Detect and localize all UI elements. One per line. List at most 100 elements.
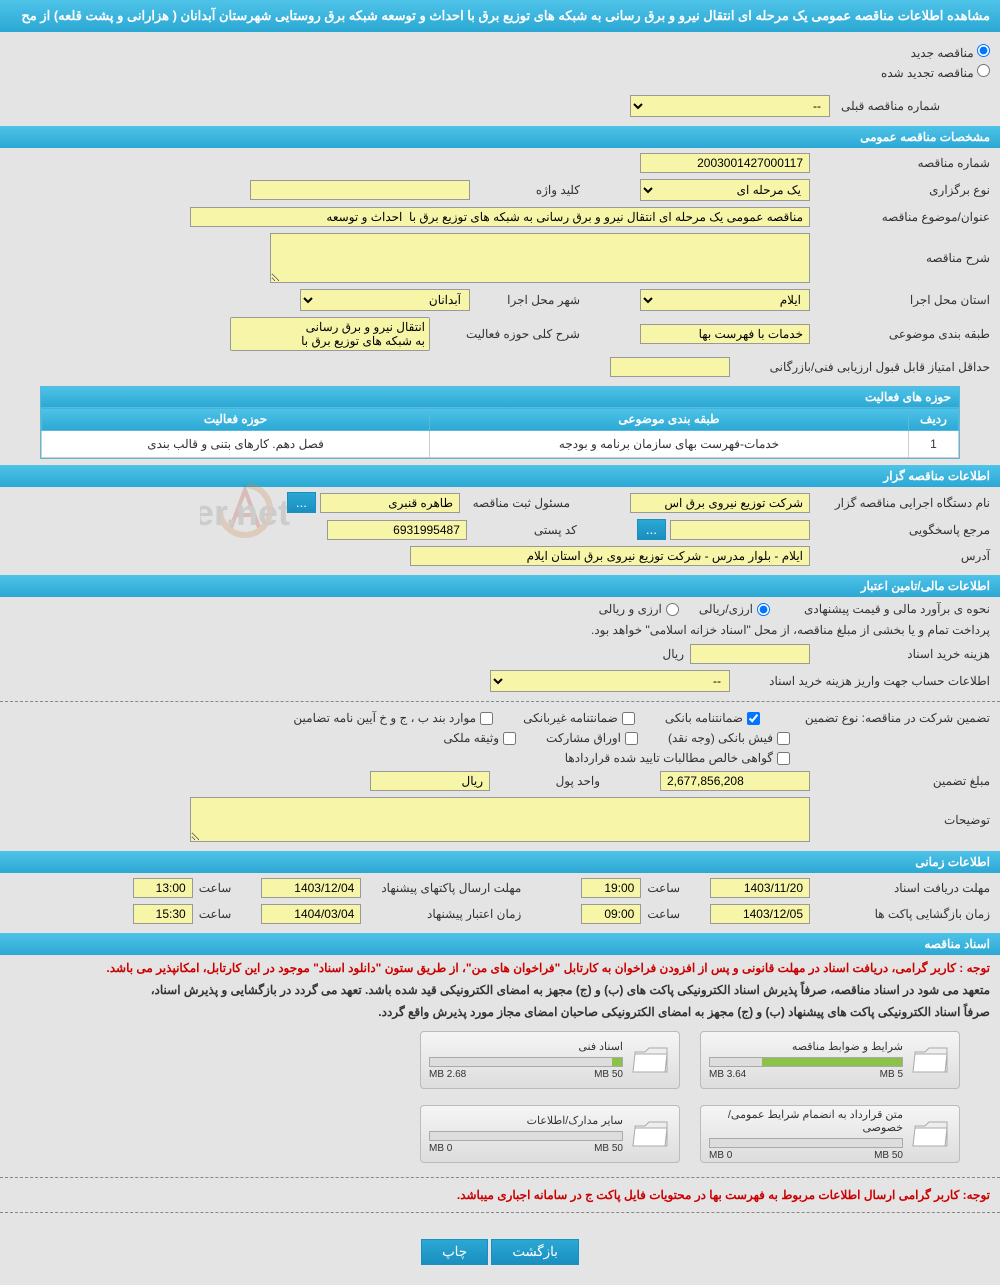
- docs-note-1: توجه : کاربر گرامی، دریافت اسناد در مهلت…: [0, 957, 1000, 979]
- min-score-input[interactable]: [610, 357, 730, 377]
- doc-cost-label: هزینه خرید اسناد: [810, 647, 990, 661]
- print-button[interactable]: چاپ: [421, 1239, 488, 1265]
- postal-input[interactable]: [327, 520, 467, 540]
- activity-col-row: ردیف: [909, 408, 959, 431]
- chk-bylaw[interactable]: موارد بند ب ، ج و خ آیین نامه تضامین: [293, 711, 493, 725]
- attach-other[interactable]: سایر مدارک/اطلاعات 50 MB0 MB: [420, 1105, 680, 1163]
- min-score-label: حداقل امتیاز قابل قبول ارزیابی فنی/بازرگ…: [730, 360, 990, 374]
- responder-input[interactable]: [670, 520, 810, 540]
- divider: [0, 1212, 1000, 1213]
- opening-hour[interactable]: [581, 904, 641, 924]
- guarantee-amount-input[interactable]: [660, 771, 810, 791]
- attach-other-title: سایر مدارک/اطلاعات: [429, 1114, 623, 1127]
- org-name-input[interactable]: [630, 493, 810, 513]
- chk-bonds[interactable]: اوراق مشارکت: [546, 731, 638, 745]
- proposal-date[interactable]: [261, 878, 361, 898]
- chk-nonbank-guarantee[interactable]: ضمانتنامه غیربانکی: [523, 711, 635, 725]
- proposal-hour[interactable]: [133, 878, 193, 898]
- attach-technical[interactable]: اسناد فنی 50 MB2.68 MB: [420, 1031, 680, 1089]
- chk-fish[interactable]: فیش بانکی (وجه نقد): [668, 731, 790, 745]
- category-input[interactable]: [640, 324, 810, 344]
- keyword-label: کلید واژه: [470, 183, 580, 197]
- scope-label: شرح کلی حوزه فعالیت: [430, 327, 580, 341]
- doc-cost-input[interactable]: [690, 644, 810, 664]
- radio-new-tender[interactable]: مناقصه جدید: [10, 44, 990, 60]
- radio-renewed-tender-input[interactable]: [977, 64, 990, 77]
- radio-renewed-tender[interactable]: مناقصه تجدید شده: [10, 64, 990, 80]
- tender-number-label: شماره مناقصه: [810, 156, 990, 170]
- progress-bar: [429, 1057, 623, 1067]
- rial-unit: ریال: [662, 647, 690, 661]
- estimate-label: نحوه ی برآورد مالی و قیمت پیشنهادی: [770, 602, 990, 616]
- deadline-hour[interactable]: [581, 878, 641, 898]
- radio-renewed-tender-label: مناقصه تجدید شده: [881, 66, 974, 80]
- scope-select[interactable]: انتقال نیرو و برق رسانی به شبکه های توزی…: [230, 317, 430, 351]
- reg-manager-label: مسئول ثبت مناقصه: [460, 496, 570, 510]
- currency-input[interactable]: [370, 771, 490, 791]
- attach-conditions[interactable]: شرایط و ضوابط مناقصه 5 MB3.64 MB: [700, 1031, 960, 1089]
- progress-bar: [709, 1057, 903, 1067]
- validity-date[interactable]: [261, 904, 361, 924]
- activity-table-box: حوزه های فعالیت ردیف طبقه بندی موضوعی حو…: [40, 386, 960, 459]
- org-name-label: نام دستگاه اجرایی مناقصه گزار: [810, 496, 990, 510]
- progress-bar: [709, 1138, 903, 1148]
- type-select[interactable]: یک مرحله ای: [640, 179, 810, 201]
- hour-label-3: ساعت: [647, 907, 680, 921]
- activity-row-act: فصل دهم. کارهای بتنی و قالب بندی: [42, 431, 430, 458]
- guarantee-amount-label: مبلغ تضمین: [810, 774, 990, 788]
- prev-number-select[interactable]: --: [630, 95, 830, 117]
- account-select[interactable]: --: [490, 670, 730, 692]
- prev-number-label: شماره مناقصه قبلی: [830, 99, 940, 113]
- radio-new-tender-input[interactable]: [977, 44, 990, 57]
- tender-number-input[interactable]: [640, 153, 810, 173]
- opening-label: زمان بازگشایی پاکت ها: [810, 907, 990, 921]
- reg-manager-input[interactable]: [320, 493, 460, 513]
- subject-label: عنوان/موضوع مناقصه: [810, 210, 990, 224]
- province-select[interactable]: ایلام: [640, 289, 810, 311]
- keyword-input[interactable]: [250, 180, 470, 200]
- radio-arz[interactable]: ارزی و ریالی: [599, 602, 679, 616]
- radio-new-tender-label: مناقصه جدید: [911, 46, 974, 60]
- radio-rial[interactable]: ارزی/ریالی: [699, 602, 770, 616]
- folder-icon: [631, 1042, 671, 1078]
- page-title-banner: مشاهده اطلاعات مناقصه عمومی یک مرحله ای …: [0, 0, 1000, 32]
- notes-textarea[interactable]: [190, 797, 810, 842]
- section-docs: اسناد مناقصه: [0, 933, 1000, 955]
- city-label: شهر محل اجرا: [470, 293, 580, 307]
- section-finance: اطلاعات مالی/تامین اعتبار: [0, 575, 1000, 597]
- activity-table: ردیف طبقه بندی موضوعی حوزه فعالیت 1 خدما…: [41, 407, 959, 458]
- section-organizer: اطلاعات مناقصه گزار: [0, 465, 1000, 487]
- folder-icon: [911, 1042, 951, 1078]
- folder-icon: [631, 1116, 671, 1152]
- hour-label-1: ساعت: [647, 881, 680, 895]
- docs-note-3: توجه: کاربر گرامی ارسال اطلاعات مربوط به…: [0, 1184, 1000, 1206]
- validity-hour[interactable]: [133, 904, 193, 924]
- guarantee-type-label: تضمین شرکت در مناقصه: نوع تضمین: [790, 711, 990, 725]
- desc-textarea[interactable]: [270, 233, 810, 283]
- reg-manager-lookup-button[interactable]: ...: [287, 492, 316, 513]
- chk-cert[interactable]: گواهی خالص مطالبات تایید شده قراردادها: [565, 751, 790, 765]
- attach-technical-title: اسناد فنی: [429, 1040, 623, 1053]
- opening-date[interactable]: [710, 904, 810, 924]
- activity-row-num: 1: [909, 431, 959, 458]
- subject-input[interactable]: [190, 207, 810, 227]
- notes-label: توضیحات: [810, 813, 990, 827]
- validity-label: زمان اعتبار پیشنهاد: [361, 907, 521, 921]
- address-label: آدرس: [810, 549, 990, 563]
- deadline-date[interactable]: [710, 878, 810, 898]
- attach-contract[interactable]: متن قرارداد به انضمام شرایط عمومی/خصوصی …: [700, 1105, 960, 1163]
- attach-conditions-title: شرایط و ضوابط مناقصه: [709, 1040, 903, 1053]
- table-row: 1 خدمات-فهرست بهای سازمان برنامه و بودجه…: [42, 431, 959, 458]
- hour-label-4: ساعت: [199, 907, 232, 921]
- proposal-label: مهلت ارسال پاکتهای پیشنهاد: [361, 881, 521, 895]
- chk-bank-guarantee[interactable]: ضمانتنامه بانکی: [665, 711, 760, 725]
- chk-property[interactable]: وثیقه ملکی: [443, 731, 516, 745]
- type-label: نوع برگزاری: [810, 183, 990, 197]
- currency-label: واحد پول: [490, 774, 600, 788]
- city-select[interactable]: آبدانان: [300, 289, 470, 311]
- responder-lookup-button[interactable]: ...: [637, 519, 666, 540]
- address-input[interactable]: [410, 546, 810, 566]
- section-general: مشخصات مناقصه عمومی: [0, 126, 1000, 148]
- attach-contract-title: متن قرارداد به انضمام شرایط عمومی/خصوصی: [709, 1108, 903, 1134]
- back-button[interactable]: بازگشت: [491, 1239, 579, 1265]
